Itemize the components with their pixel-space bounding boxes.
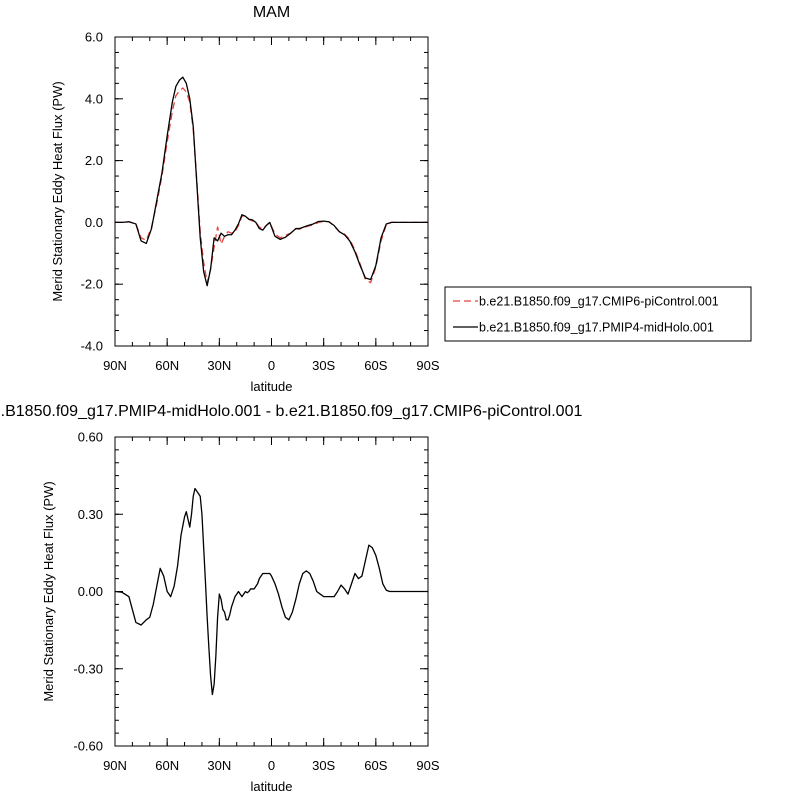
x-tick-label: 0 [268, 358, 275, 373]
x-tick-label: 90N [103, 758, 127, 773]
series-line-1 [114, 487, 428, 696]
x-tick-label: 30N [207, 758, 231, 773]
y-tick-label: 0.00 [78, 584, 103, 599]
chart-title: MAM [253, 4, 290, 21]
y-axis-label: Merid Stationary Eddy Heat Flux (PW) [50, 81, 65, 301]
x-tick-label: 90N [103, 358, 127, 373]
chart-panel-2: b.e21.B1850.f09_g17.PMIP4-midHolo.001 - … [0, 403, 582, 794]
x-axis-label: latitude [251, 779, 293, 794]
y-tick-label: 0.60 [78, 430, 103, 445]
x-tick-label: 60N [155, 358, 179, 373]
y-tick-label: 0.0 [85, 215, 103, 230]
legend-label-2: b.e21.B1850.f09_g17.PMIP4-midHolo.001 [479, 321, 714, 335]
y-tick-label: -0.30 [73, 661, 103, 676]
x-tick-label: 30S [312, 758, 335, 773]
x-tick-label: 60S [364, 358, 387, 373]
y-tick-label: 6.0 [85, 30, 103, 45]
y-tick-label: 2.0 [85, 153, 103, 168]
chart-panel-1: MAM -4.0 -2.0 0.0 2.0 4.0 6.0 90N 60N 30N 0 30S 60S 9… [50, 4, 752, 394]
y-tick-label: -2.0 [81, 277, 103, 292]
plot-frame [114, 436, 429, 747]
chart-title: b.e21.B1850.f09_g17.PMIP4-midHolo.001 - … [0, 403, 582, 420]
y-tick-label: -0.60 [73, 739, 103, 754]
y-tick-label: 4.0 [85, 91, 103, 106]
series-line-2 [115, 76, 428, 287]
x-tick-label: 60N [155, 758, 179, 773]
legend-box [444, 286, 752, 342]
x-tick-label: 90S [416, 358, 439, 373]
x-tick-label: 90S [416, 758, 439, 773]
x-tick-label: 60S [364, 758, 387, 773]
y-tick-label: -4.0 [81, 339, 103, 354]
legend: b.e21.B1850.f09_g17.CMIP6-piControl.001b… [444, 286, 752, 342]
series-line-1 [115, 87, 428, 284]
x-tick-label: 0 [268, 758, 275, 773]
x-tick-label: 30S [312, 358, 335, 373]
plot-frame [114, 36, 429, 347]
x-tick-label: 30N [207, 358, 231, 373]
y-axis-label: Merid Stationary Eddy Heat Flux (PW) [41, 481, 56, 701]
x-axis-label: latitude [251, 379, 293, 394]
y-tick-label: 0.30 [78, 507, 103, 522]
legend-label-1: b.e21.B1850.f09_g17.CMIP6-piControl.001 [479, 295, 719, 309]
